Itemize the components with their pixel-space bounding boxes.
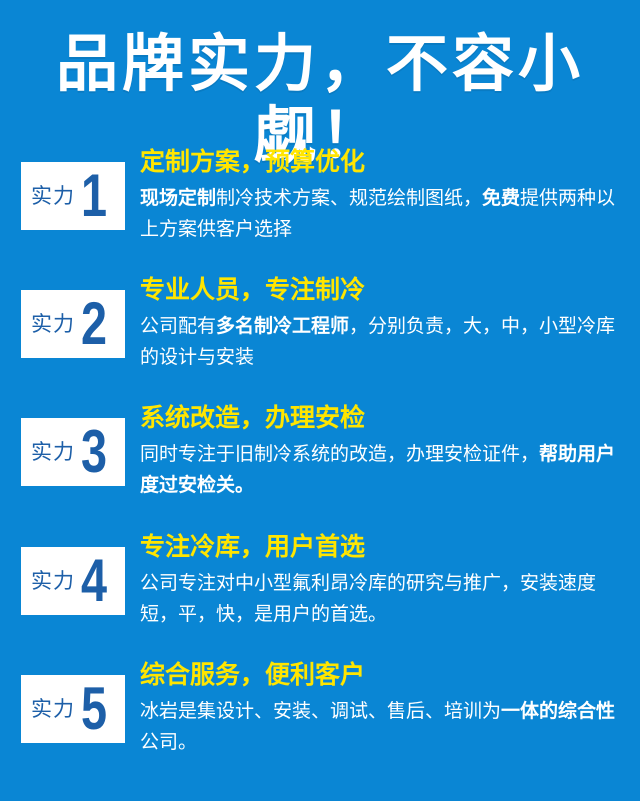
badge-number: 4 [81, 547, 108, 614]
strength-item: 实力 4 专注冷库，用户首选 公司专注对中小型氟利昂冷库的研究与推广，安装速度短… [0, 530, 640, 640]
strength-badge: 实力 5 [21, 675, 125, 743]
desc-segment: 冰岩是集设计、安装、调试、售后、培训为 [140, 700, 502, 722]
strength-item: 实力 5 综合服务，便利客户 冰岩是集设计、安装、调试、售后、培训为一体的综合性… [0, 658, 640, 768]
badge-label: 实力 [31, 569, 75, 593]
strength-heading: 专注冷库，用户首选 [140, 532, 366, 561]
badge-number: 2 [81, 290, 108, 357]
desc-segment: 一体的综合性 [501, 700, 616, 722]
strength-heading: 系统改造，办理安检 [140, 403, 366, 432]
badge-number: 5 [81, 675, 108, 742]
strength-description: 冰岩是集设计、安装、调试、售后、培训为一体的综合性公司。 [140, 696, 630, 758]
desc-segment: 同时专注于旧制冷系统的改造，办理安检证件， [140, 443, 540, 465]
desc-segment: 帮助用户度过安检关。 [140, 443, 616, 496]
page-title: 品牌实力，不容小觑！ [55, 27, 584, 172]
desc-segment: 现场定制 [140, 187, 217, 209]
strength-badge: 实力 2 [21, 290, 125, 358]
strength-heading: 专业人员，专注制冷 [140, 275, 366, 304]
strength-badge: 实力 4 [21, 547, 125, 615]
strength-item: 实力 3 系统改造，办理安检 同时专注于旧制冷系统的改造，办理安检证件，帮助用户… [0, 401, 640, 511]
desc-segment: 制冷技术方案、规范绘制图纸， [216, 187, 483, 209]
badge-label: 实力 [31, 184, 75, 208]
strength-item: 实力 2 专业人员，专注制冷 公司配有多名制冷工程师，分别负责，大，中，小型冷库… [0, 273, 640, 383]
badge-number: 1 [81, 162, 108, 229]
desc-segment: 免费 [482, 187, 521, 209]
desc-segment: 公司配有 [140, 315, 217, 337]
strength-heading: 定制方案，预算优化 [140, 147, 366, 176]
desc-segment: 公司。 [140, 731, 198, 753]
strength-heading: 综合服务，便利客户 [140, 660, 366, 689]
badge-number: 3 [81, 418, 108, 485]
strength-item: 实力 1 定制方案，预算优化 现场定制制冷技术方案、规范绘制图纸，免费提供两种以… [0, 145, 640, 255]
desc-segment: 提供两种以上方案供客户选择 [140, 187, 616, 240]
desc-segment: 多名制冷工程师 [216, 315, 350, 337]
strength-description: 公司配有多名制冷工程师，分别负责，大，中，小型冷库的设计与安装 [140, 311, 630, 373]
badge-label: 实力 [31, 697, 75, 721]
desc-segment: ，分别负责，大，中，小型冷库的设计与安装 [140, 315, 616, 368]
badge-label: 实力 [31, 312, 75, 336]
desc-segment: 公司专注对中小型氟利昂冷库的研究与推广，安装速度短，平，快，是用户的首选。 [140, 572, 597, 625]
strength-description: 同时专注于旧制冷系统的改造，办理安检证件，帮助用户度过安检关。 [140, 439, 630, 501]
badge-label: 实力 [31, 440, 75, 464]
strength-description: 现场定制制冷技术方案、规范绘制图纸，免费提供两种以上方案供客户选择 [140, 183, 630, 245]
strength-badge: 实力 3 [21, 418, 125, 486]
strength-description: 公司专注对中小型氟利昂冷库的研究与推广，安装速度短，平，快，是用户的首选。 [140, 568, 630, 630]
strength-badge: 实力 1 [21, 162, 125, 230]
